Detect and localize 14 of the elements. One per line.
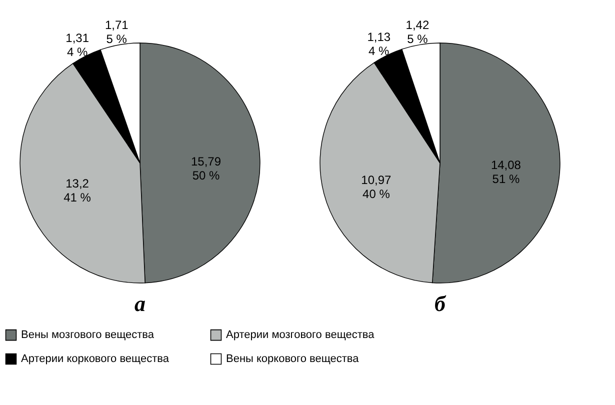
data-label: 1,71 5 % [104, 18, 129, 46]
data-label: 1,13 4 % [367, 30, 391, 58]
data-label: 1,31 4 % [66, 30, 90, 59]
data-label: 15,79 50 % [190, 154, 222, 183]
legend-label: Артерии коркового вещества [21, 353, 170, 365]
legend-label: Артерии мозгового вещества [226, 329, 376, 342]
text: а [134, 291, 146, 316]
data-label: 14,08 51 % [490, 158, 522, 186]
legend-label: Вены коркового вещества [226, 353, 360, 365]
data-label: 13,2 41 % [64, 176, 92, 205]
data-label: 1,42 5 % [406, 18, 430, 46]
data-label: 10,97 40 % [361, 172, 392, 201]
legend-label: Вены мозгового вещества [21, 329, 155, 342]
text: б [434, 291, 447, 316]
